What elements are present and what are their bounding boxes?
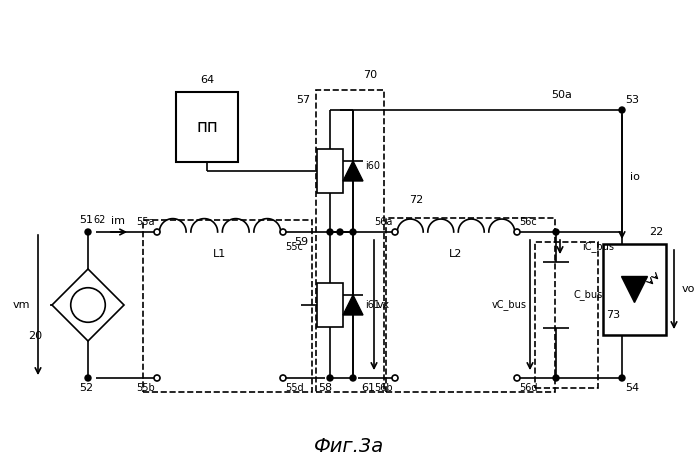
Circle shape bbox=[619, 107, 625, 113]
Text: 70: 70 bbox=[363, 70, 377, 80]
Text: ~: ~ bbox=[82, 297, 94, 312]
Text: io: io bbox=[630, 172, 640, 182]
Bar bbox=[386, 218, 555, 392]
Circle shape bbox=[280, 375, 286, 381]
Text: 56b: 56b bbox=[375, 383, 393, 393]
Text: 56a: 56a bbox=[375, 217, 393, 227]
Text: 59: 59 bbox=[294, 237, 308, 247]
Text: 20: 20 bbox=[28, 331, 42, 341]
Circle shape bbox=[619, 375, 625, 381]
Polygon shape bbox=[52, 269, 124, 341]
Text: 55c: 55c bbox=[285, 242, 303, 252]
Circle shape bbox=[85, 229, 91, 235]
Polygon shape bbox=[621, 277, 647, 303]
Text: L2: L2 bbox=[449, 249, 463, 259]
Text: 50a: 50a bbox=[552, 90, 572, 100]
Text: 53: 53 bbox=[625, 95, 639, 105]
Text: vC_bus: vC_bus bbox=[492, 300, 527, 311]
Text: 56c: 56c bbox=[519, 217, 537, 227]
Text: vm: vm bbox=[13, 300, 30, 310]
Text: 22: 22 bbox=[649, 227, 663, 237]
Bar bbox=[176, 92, 238, 162]
Text: 55b: 55b bbox=[136, 383, 155, 393]
Text: 61: 61 bbox=[361, 383, 375, 393]
Text: 57: 57 bbox=[296, 95, 310, 105]
Text: vo: vo bbox=[682, 285, 696, 295]
Text: 64: 64 bbox=[200, 75, 214, 85]
Bar bbox=[603, 244, 666, 335]
Circle shape bbox=[85, 375, 91, 381]
Bar bbox=[535, 242, 598, 388]
Text: Фиг.3а: Фиг.3а bbox=[315, 438, 384, 456]
Circle shape bbox=[514, 375, 520, 381]
Circle shape bbox=[71, 288, 106, 322]
Polygon shape bbox=[343, 161, 363, 181]
Text: iC_bus: iC_bus bbox=[582, 242, 614, 253]
Text: im: im bbox=[111, 216, 125, 226]
Bar bbox=[317, 149, 343, 193]
Circle shape bbox=[350, 229, 356, 235]
Circle shape bbox=[392, 375, 398, 381]
Text: vx: vx bbox=[377, 300, 390, 310]
Text: C_bus: C_bus bbox=[574, 289, 603, 301]
Text: 73: 73 bbox=[606, 310, 620, 320]
Text: 52: 52 bbox=[79, 383, 93, 393]
Text: L1: L1 bbox=[213, 249, 226, 259]
Text: 51: 51 bbox=[79, 215, 93, 225]
Circle shape bbox=[154, 375, 160, 381]
Text: i61: i61 bbox=[365, 300, 380, 310]
Polygon shape bbox=[343, 295, 363, 315]
Circle shape bbox=[350, 375, 356, 381]
Text: 72: 72 bbox=[409, 195, 423, 205]
Circle shape bbox=[392, 229, 398, 235]
Text: i60: i60 bbox=[365, 161, 380, 171]
Circle shape bbox=[280, 229, 286, 235]
Circle shape bbox=[327, 375, 333, 381]
Bar bbox=[316, 90, 384, 392]
Text: 54: 54 bbox=[625, 383, 639, 393]
Circle shape bbox=[337, 229, 343, 235]
Text: пп: пп bbox=[196, 118, 218, 136]
Circle shape bbox=[154, 229, 160, 235]
Text: 62: 62 bbox=[93, 215, 106, 225]
Text: 55a: 55a bbox=[136, 217, 155, 227]
Circle shape bbox=[553, 375, 559, 381]
Circle shape bbox=[553, 229, 559, 235]
Circle shape bbox=[514, 229, 520, 235]
Text: 56d: 56d bbox=[519, 383, 538, 393]
Bar bbox=[143, 220, 312, 392]
Circle shape bbox=[327, 229, 333, 235]
Text: 55d: 55d bbox=[285, 383, 303, 393]
Bar bbox=[317, 283, 343, 327]
Text: 58: 58 bbox=[318, 383, 332, 393]
